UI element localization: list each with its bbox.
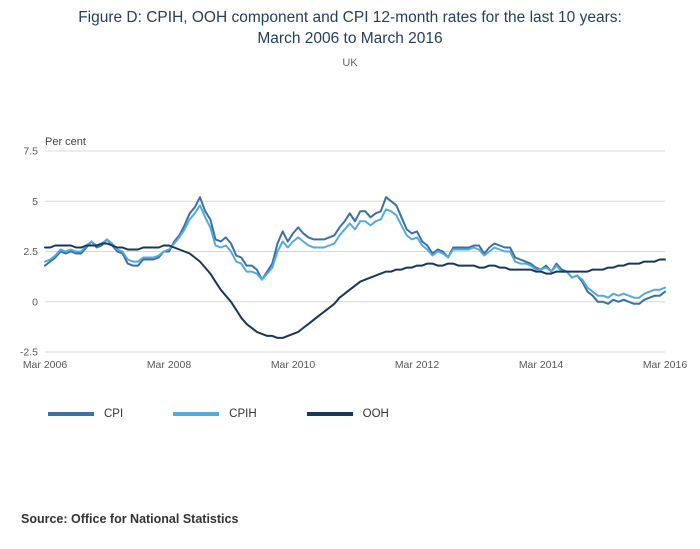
cpi-legend-label: CPI: [104, 408, 124, 420]
y-tick-label: 2.5: [23, 246, 38, 258]
chart-subtitle: UK: [342, 57, 358, 69]
chart-legend: CPI CPIH OOH: [48, 408, 389, 420]
cpih-legend-label: CPIH: [229, 408, 257, 420]
legend-item-ooh: OOH: [306, 408, 389, 420]
ooh-legend-label: OOH: [362, 408, 389, 420]
legend-item-cpih: CPIH: [173, 408, 257, 420]
cpi-line-swatch: [48, 412, 94, 416]
y-tick-label: 7.5: [23, 146, 38, 158]
cpih-line-swatch: [173, 412, 220, 416]
ooh-line-swatch: [306, 412, 353, 416]
y-axis-title: Per cent: [45, 136, 86, 148]
source-attribution: Source: Office for National Statistics: [21, 512, 239, 526]
chart-title: Figure D: CPIH, OOH component and CPI 12…: [78, 9, 622, 47]
x-tick-label: Mar 2016: [643, 359, 688, 371]
ooh-line: [44, 242, 666, 339]
x-tick-label: Mar 2008: [147, 359, 192, 371]
y-tick-label: 5: [32, 196, 38, 208]
cpi-line: [44, 196, 666, 305]
x-tick-label: Mar 2006: [23, 359, 68, 371]
x-tick-label: Mar 2014: [519, 359, 564, 371]
x-tick-label: Mar 2010: [271, 359, 316, 371]
line-chart-plot: 7.5 5 2.5 0 -2.5 Per cent Mar 2006 Mar 2008 Mar …: [20, 136, 688, 371]
y-tick-label: 0: [32, 296, 38, 308]
x-tick-label: Mar 2012: [395, 359, 440, 371]
y-tick-label: -2.5: [20, 347, 38, 359]
legend-item-cpi: CPI: [48, 408, 123, 420]
